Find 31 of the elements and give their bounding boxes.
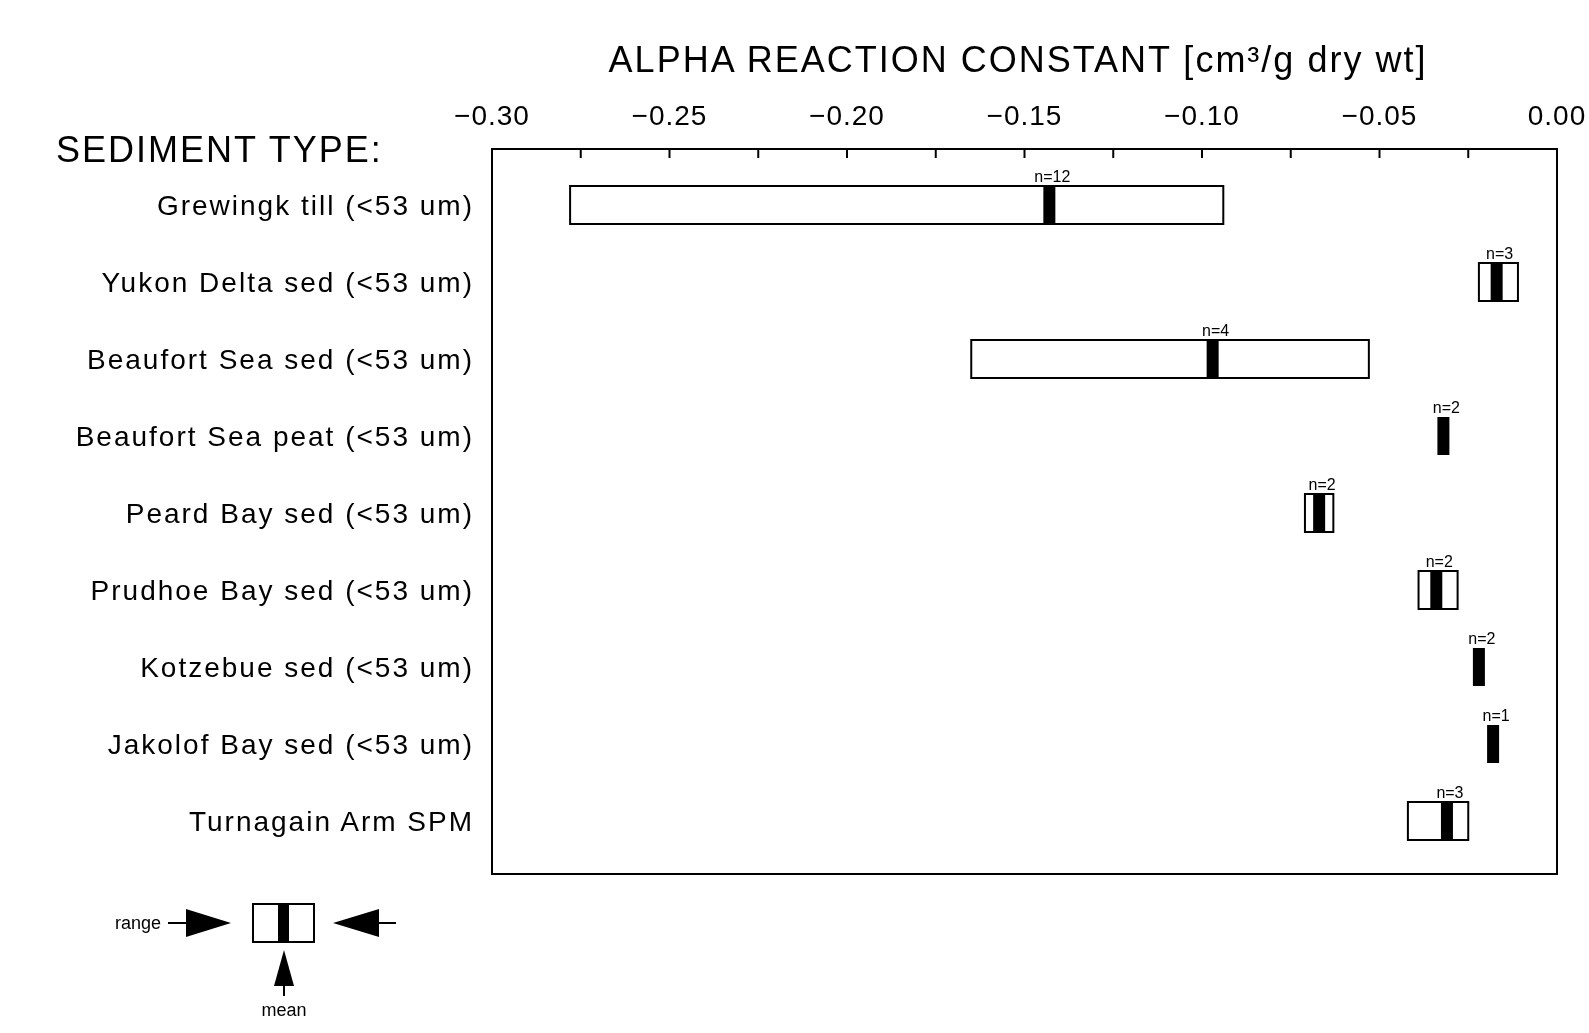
annotation: n=2 [1468,630,1496,647]
bar [970,339,1370,379]
x-tick-label: −0.10 [1164,100,1240,131]
x-tick-label: −0.05 [1341,100,1418,131]
annotation: n=12 [1034,168,1071,185]
text: mean [261,1000,307,1020]
y-tick-label: Kotzebue sed (<53 um) [140,652,474,683]
y-tick-label: Peard Bay sed (<53 um) [125,498,474,529]
x-tick-label: −0.30 [454,100,530,131]
y-tick-label: Beaufort Sea peat (<53 um) [75,421,474,452]
annotation: n=2 [1432,399,1461,416]
x-tick-label: −0.20 [809,100,885,131]
annotation: n=2 [1308,476,1336,493]
annotation: n=3 [1486,245,1514,262]
annotation: n=3 [1436,784,1464,801]
x-axis-title: ALPHA REACTION CONSTANT [cm³/g dry wt] [608,39,1428,80]
annotation: n=4 [1202,322,1230,339]
y-tick-label: Prudhoe Bay sed (<53 um) [90,575,474,606]
y-tick-label: Jakolof Bay sed (<53 um) [107,729,474,760]
x-tick-label: −0.25 [631,100,708,131]
y-tick-label: Beaufort Sea sed (<53 um) [87,344,474,375]
x-tick-label: −0.15 [986,100,1063,131]
x-tick-label: 0.00 [1527,100,1587,131]
text: range [114,913,161,933]
y-tick-label: Grewingk till (<53 um) [156,190,474,221]
y-tick-label: Turnagain Arm SPM [188,806,474,837]
y-tick-label: Yukon Delta sed (<53 um) [101,267,474,298]
annotation: n=1 [1482,707,1510,724]
bar [569,185,1225,225]
y-axis-title: SEDIMENT TYPE: [56,129,383,170]
annotation: n=2 [1425,553,1453,570]
